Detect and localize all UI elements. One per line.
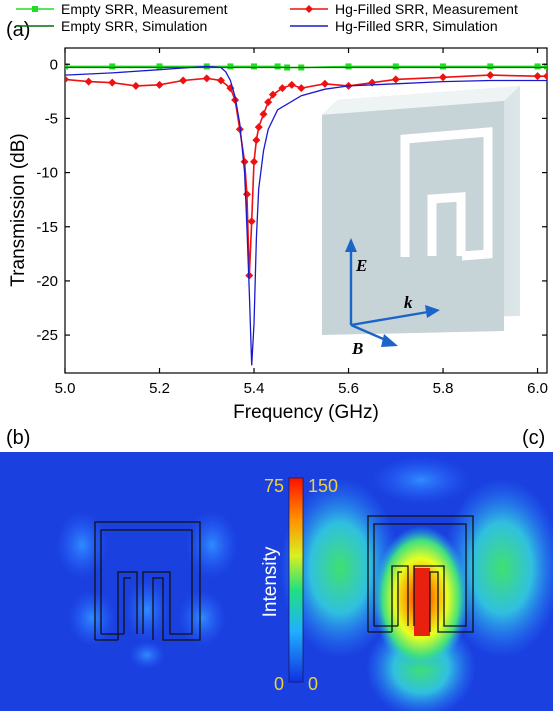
empty-srr-field-map [56, 511, 238, 669]
hg-srr-outline [367, 515, 474, 633]
series-marker [392, 63, 399, 70]
series-marker [202, 74, 211, 83]
series-marker [156, 63, 163, 70]
series-marker [65, 63, 68, 70]
colorbar: 75 150 0 0 Intensity [260, 476, 338, 694]
x-tick-label: 5.8 [433, 380, 454, 397]
legend-marker [305, 5, 313, 13]
legend-label: Empty SRR, Measurement [61, 1, 228, 17]
legend-label: Hg-Filled SRR, Simulation [335, 18, 498, 34]
series-marker [486, 71, 495, 80]
panel-label-a: (a) [6, 19, 30, 41]
series-marker [487, 63, 494, 70]
series-marker [155, 80, 164, 89]
series-marker [320, 79, 329, 88]
series-marker [391, 75, 400, 84]
series-marker [65, 75, 69, 84]
colorbar-right-max: 150 [308, 476, 338, 496]
x-tick-label: 6.0 [527, 380, 548, 397]
series-marker [297, 84, 306, 93]
series-line-1 [65, 74, 547, 276]
series-marker [131, 81, 140, 90]
y-axis-title: Transmission (dB) [8, 133, 29, 286]
hg-filled-gap [414, 568, 430, 636]
series-marker [251, 63, 258, 70]
y-tick-label: -20 [36, 273, 58, 290]
series-layer [65, 63, 547, 366]
series-line-3 [65, 65, 547, 366]
colorbar-left-min: 0 [274, 674, 284, 694]
series-marker [287, 80, 296, 89]
series-marker [543, 72, 547, 81]
series-marker [534, 63, 541, 70]
e-vector-label: E [355, 256, 367, 275]
x-axis-title: Frequency (GHz) [233, 402, 379, 423]
field-vector-arrows [345, 238, 440, 347]
legend-label: Empty SRR, Simulation [61, 18, 207, 34]
legend-label: Hg-Filled SRR, Measurement [335, 1, 518, 17]
colorbar-title: Intensity [260, 546, 281, 617]
colorbar-left-max: 75 [264, 476, 284, 496]
b-vector-label: B [351, 339, 363, 358]
series-marker [216, 76, 225, 85]
series-marker [439, 73, 448, 82]
hg-filled-srr-field-map [280, 456, 553, 711]
series-marker [179, 76, 188, 85]
x-axis: 5.0 5.2 5.4 5.6 5.8 6.0 [55, 48, 548, 397]
srr-ring-shape [400, 127, 493, 261]
panel-label-b: (b) [6, 427, 30, 449]
x-tick-label: 5.2 [149, 380, 170, 397]
series-marker [345, 63, 352, 70]
series-marker [259, 110, 268, 119]
y-tick-label: -25 [36, 327, 58, 344]
series-marker [240, 157, 249, 166]
plot-frame [64, 47, 548, 374]
series-marker [250, 157, 259, 166]
k-vector-label: k [404, 293, 413, 312]
y-tick-label: 0 [50, 56, 58, 73]
series-marker [242, 190, 251, 199]
series-marker [227, 63, 234, 70]
panel-label-c: (c) [522, 427, 545, 449]
series-marker [264, 98, 273, 107]
x-tick-label: 5.6 [338, 380, 359, 397]
y-tick-label: -15 [36, 219, 58, 236]
x-tick-label: 5.4 [244, 380, 265, 397]
y-tick-label: -5 [45, 110, 58, 127]
field-map-images: 75 150 0 0 Intensity [0, 452, 553, 711]
series-marker [268, 90, 277, 99]
series-marker [109, 63, 116, 70]
legend-marker [32, 6, 38, 12]
series-marker [254, 123, 263, 132]
y-axis: 0 -5 -10 -15 -20 -25 [36, 56, 547, 344]
colorbar-right-min: 0 [308, 674, 318, 694]
x-tick-label: 5.0 [55, 380, 76, 397]
legend: Empty SRR, Measurement Hg-Filled SRR, Mea… [16, 1, 518, 34]
series-marker [440, 63, 447, 70]
series-marker [274, 63, 281, 70]
srr-inset-illustration: E k B [322, 86, 520, 358]
series-marker [108, 78, 117, 87]
series-marker [247, 217, 256, 226]
empty-srr-outline [94, 521, 201, 641]
series-marker [533, 72, 542, 81]
series-marker [84, 77, 93, 86]
series-marker [252, 136, 261, 145]
series-marker [544, 63, 547, 70]
series-marker [278, 84, 287, 93]
y-tick-label: -10 [36, 165, 58, 182]
